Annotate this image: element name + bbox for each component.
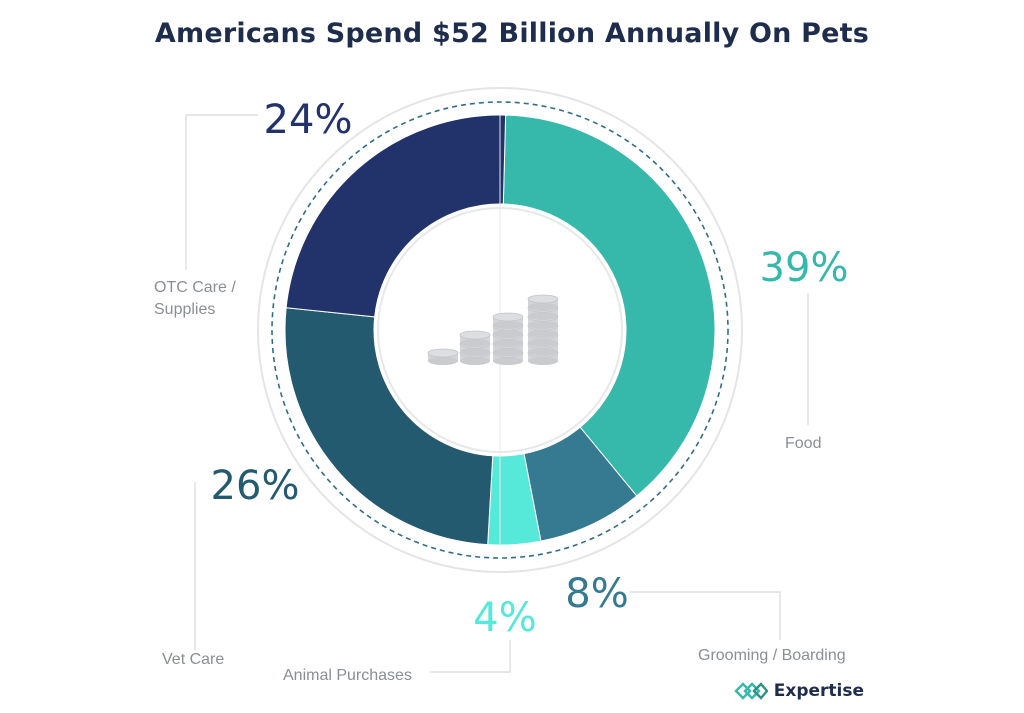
category-label-vet-care: Vet Care <box>162 651 224 668</box>
leader-lines <box>185 114 809 673</box>
category-label-grooming-boarding: Grooming / Boarding <box>698 647 846 664</box>
expertise-logo-icon <box>734 682 768 700</box>
leader-grooming <box>630 591 781 640</box>
category-label-food: Food <box>785 435 821 452</box>
pct-label-food: 39% <box>760 245 849 291</box>
category-label-otc-care-supplies: Supplies <box>154 301 215 318</box>
coin-stacks-icon <box>427 294 559 365</box>
outer-ring <box>257 87 743 573</box>
chart-slices <box>284 114 716 546</box>
chart-rings <box>257 87 743 573</box>
pct-label-animal-purchases: 4% <box>473 595 536 641</box>
pct-label-otc-care-supplies: 24% <box>264 97 353 143</box>
leader-otc-care <box>185 114 258 270</box>
slice-labels: 39% Food 8% Grooming / Boarding 4% Animal Pur… <box>154 97 848 684</box>
pct-label-vet-care: 26% <box>211 463 300 509</box>
category-label-animal-purchases: Animal Purchases <box>283 667 412 684</box>
brand-logo: Expertise <box>734 681 864 701</box>
dashed-ring <box>271 101 729 559</box>
category-label-otc-care-supplies: OTC Care / <box>154 279 236 296</box>
chart-title: Americans Spend $52 Billion Annually On … <box>154 18 870 49</box>
leader-animal-purchases <box>430 640 511 673</box>
brand-name: Expertise <box>773 681 864 701</box>
chart-center <box>374 115 626 545</box>
pct-label-grooming-boarding: 8% <box>565 571 628 617</box>
slice-otc-care-supplies <box>285 114 507 318</box>
